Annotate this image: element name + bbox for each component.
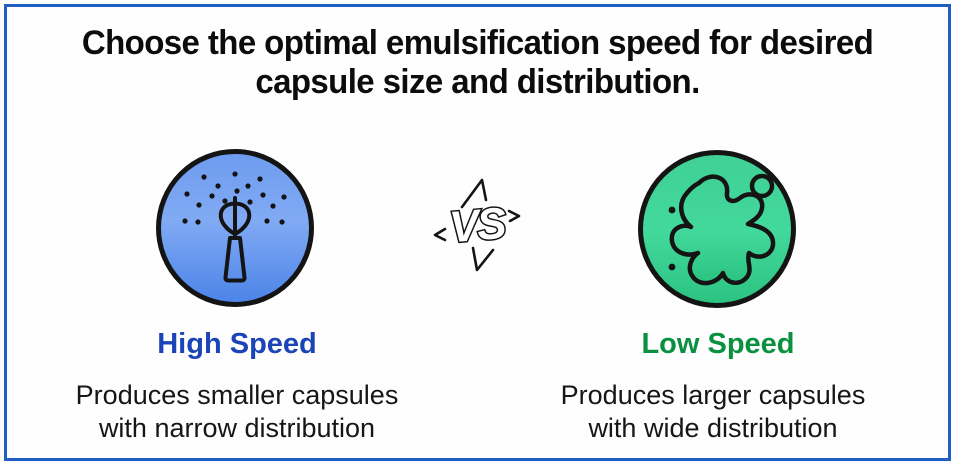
- spark-strokes: [433, 178, 521, 272]
- blob-splat: [669, 174, 776, 286]
- low-speed-description: Produces larger capsules with wide distr…: [543, 379, 883, 445]
- low-speed-description-line-2: with wide distribution: [588, 413, 838, 443]
- high-speed-label: High Speed: [157, 328, 317, 360]
- vs-label: VS: [448, 199, 508, 253]
- left-chevron-stroke: [433, 227, 447, 242]
- droplet-dots: [182, 171, 287, 225]
- high-speed-description-line-2: with narrow distribution: [98, 413, 376, 443]
- bottom-bolt-stroke: [471, 246, 495, 272]
- high-speed-description-line-1: Produces smaller capsules: [75, 380, 399, 410]
- small-dot: [668, 263, 676, 271]
- small-capsule-ring: [749, 173, 775, 199]
- top-bolt-stroke: [460, 178, 488, 209]
- low-speed-description-line-1: Produces larger capsules: [560, 380, 866, 410]
- homogenizer-spray-icon: [156, 149, 314, 307]
- whisk-icon: [218, 196, 252, 283]
- small-dot: [668, 206, 676, 214]
- right-chevron-stroke: [507, 209, 521, 223]
- page-title: Choose the optimal emulsification speed …: [14, 24, 940, 102]
- low-speed-label: Low Speed: [641, 328, 795, 360]
- title-line-1: Choose the optimal emulsification speed …: [81, 24, 874, 62]
- capsule-blob-icon: [638, 150, 796, 308]
- high-speed-description: Produces smaller capsules with narrow di…: [67, 379, 407, 445]
- vs-spark-icon: VS: [433, 178, 521, 272]
- title-line-2: capsule size and distribution.: [255, 63, 700, 101]
